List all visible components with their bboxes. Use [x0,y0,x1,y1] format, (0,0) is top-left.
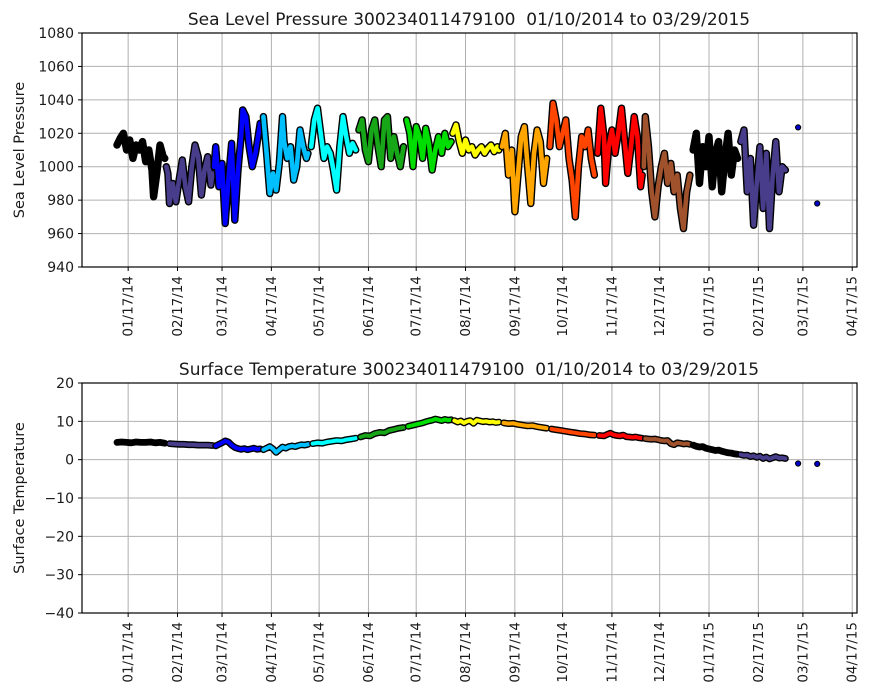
series-band-11 [641,114,693,231]
x-tick-label: 08/17/14 [458,622,474,683]
series-band-3 [261,114,311,196]
x-tick-label: 10/17/14 [555,622,571,683]
y-tick-label: −20 [44,529,74,545]
series-band-13 [738,127,788,231]
x-tick-label: 01/17/14 [121,276,137,337]
x-tick-label: 02/17/15 [751,622,767,683]
y-tick-label: 20 [56,376,74,392]
x-tick-label: 03/17/15 [795,622,811,683]
x-tick-label: 03/17/14 [215,622,231,683]
x-tick-label: 04/17/15 [845,622,861,683]
series-band-2 [213,438,263,452]
x-tick-label: 01/17/15 [702,276,718,337]
pressure-plot-area: 01/17/14 02/17/14 03/17/14 04/17/14 05/17/14… [38,26,860,337]
x-tick-label: 02/17/14 [170,276,186,337]
x-tick-label: 09/17/14 [507,276,523,337]
pressure-chart-title: Sea Level Pressure 300234011479100 01/10… [188,10,750,30]
x-tick-label: 02/17/15 [751,276,767,337]
x-tick-label: 07/17/14 [409,622,425,683]
series-band-8 [501,420,549,431]
y-tick-label: 960 [47,227,74,243]
y-tick-label: 1080 [38,26,74,42]
pressure-y-axis-label: Sea Level Pressure [12,82,28,218]
series-band-0 [114,131,168,200]
series-band-7 [452,418,501,426]
y-tick-label: 1060 [38,59,74,75]
x-tick-label: 04/17/15 [845,276,861,337]
x-tick-label: 01/17/14 [121,622,137,683]
series-band-9 [547,100,597,220]
x-tick-label: 03/17/14 [215,276,231,337]
data-point-dot [795,460,802,467]
x-tick-label: 09/17/14 [507,622,523,683]
series-band-7 [450,122,502,158]
x-tick-label: 07/17/14 [409,276,425,337]
y-tick-label: 0 [65,453,74,469]
x-tick-label: 01/17/15 [702,622,718,683]
series-band-1 [167,441,215,448]
y-tick-label: 1020 [38,126,74,142]
temperature-chart-title: Surface Temperature 300234011479100 01/1… [179,360,759,380]
y-tick-label: 980 [47,193,74,209]
series-band-5 [356,114,406,169]
series-band-0 [115,440,167,446]
y-tick-label: −40 [44,606,74,622]
series-band-4 [308,105,359,193]
data-point-dot [795,124,802,131]
series-band-4 [310,436,358,446]
series-band-12 [690,131,740,195]
series-band-10 [595,105,645,190]
series-band-5 [358,425,406,439]
temperature-y-axis-label: Surface Temperature [12,422,28,574]
x-tick-label: 06/17/14 [361,276,377,337]
y-tick-label: 940 [47,260,74,276]
x-tick-label: 04/17/14 [264,622,280,683]
y-tick-label: 10 [56,414,74,430]
x-tick-label: 11/17/14 [604,622,620,683]
x-tick-label: 06/17/14 [361,622,377,683]
series-band-6 [404,117,454,173]
series-band-6 [406,417,454,429]
series-band-8 [499,124,550,215]
x-tick-label: 05/17/14 [312,622,328,683]
x-tick-label: 05/17/14 [312,276,328,337]
temperature-plot-area: 01/17/14 02/17/14 03/17/14 04/17/14 05/17/14… [44,376,860,683]
x-tick-label: 10/17/14 [555,276,571,337]
series-band-9 [549,427,597,438]
series-band-3 [261,442,310,455]
surface-temperature-chart: 01/17/14 02/17/14 03/17/14 04/17/14 05/17/14… [12,360,861,683]
x-tick-label: 11/17/14 [604,276,620,337]
data-point-dot [814,200,821,207]
series-band-13 [738,452,788,461]
y-tick-label: −10 [44,491,74,507]
y-tick-label: 1040 [38,93,74,109]
x-tick-label: 03/17/15 [795,276,811,337]
x-tick-label: 02/17/14 [170,622,186,683]
series-band-2 [211,107,263,226]
sea-level-pressure-chart: 01/17/14 02/17/14 03/17/14 04/17/14 05/17/14… [12,10,861,337]
series-band-11 [643,436,692,447]
data-point-dot [814,460,821,468]
series-band-1 [164,142,215,206]
y-tick-label: −30 [44,568,74,584]
x-tick-label: 04/17/14 [264,276,280,337]
series-band-10 [597,431,645,441]
plot-border [81,32,858,268]
x-tick-label: 08/17/14 [458,276,474,337]
x-tick-label: 12/17/14 [652,622,668,683]
series-band-12 [691,443,740,457]
x-tick-label: 12/17/14 [652,276,668,337]
y-tick-label: 1000 [38,160,74,176]
